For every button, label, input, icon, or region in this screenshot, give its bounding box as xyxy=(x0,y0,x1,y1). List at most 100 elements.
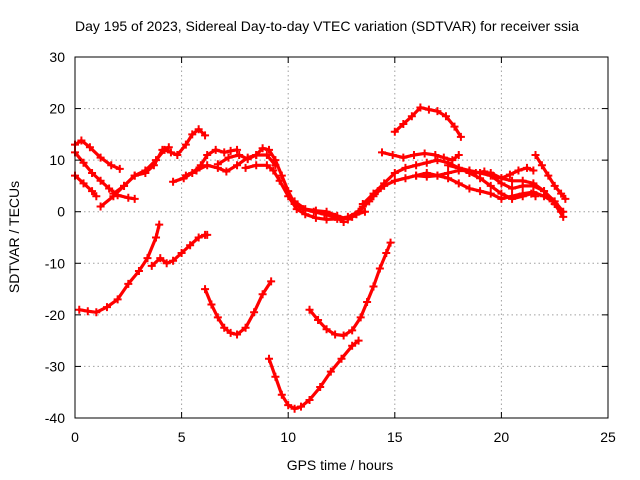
series-line xyxy=(184,153,277,178)
data-point xyxy=(356,313,365,322)
data-point xyxy=(322,215,331,224)
y-tick-label: -10 xyxy=(45,255,65,271)
series-line xyxy=(216,146,346,224)
x-tick-label: 5 xyxy=(178,429,186,445)
data-point xyxy=(124,193,133,202)
data-point xyxy=(399,153,408,162)
data-point xyxy=(188,130,197,139)
data-point xyxy=(271,372,280,381)
data-point xyxy=(508,194,517,203)
data-point xyxy=(561,194,570,203)
data-point xyxy=(529,179,538,188)
data-point xyxy=(531,150,540,159)
plot-frame xyxy=(74,56,609,419)
data-point xyxy=(252,150,261,159)
data-point xyxy=(207,300,216,309)
data-point xyxy=(390,169,399,178)
data-point xyxy=(390,127,399,136)
data-point xyxy=(382,248,391,257)
series-arc-22 xyxy=(471,163,538,183)
data-point xyxy=(77,136,86,145)
data-point xyxy=(422,169,431,178)
data-point xyxy=(390,176,399,185)
data-point xyxy=(360,207,369,216)
data-point xyxy=(290,404,299,413)
data-point xyxy=(203,230,212,239)
data-point xyxy=(514,166,523,175)
data-point xyxy=(226,146,235,155)
data-point xyxy=(401,174,410,183)
data-point xyxy=(557,207,566,216)
data-point xyxy=(233,330,242,339)
data-point xyxy=(203,161,212,170)
x-tick-label: 0 xyxy=(71,429,79,445)
data-point xyxy=(277,171,286,180)
data-point xyxy=(322,207,331,216)
data-point xyxy=(220,323,229,332)
data-point xyxy=(169,177,178,186)
data-point xyxy=(444,174,453,183)
data-point xyxy=(518,176,527,185)
data-point xyxy=(433,156,442,165)
grid-layer xyxy=(75,57,608,418)
y-tick-label: 30 xyxy=(49,49,65,65)
data-point xyxy=(311,213,320,222)
data-point xyxy=(505,170,514,179)
data-point xyxy=(508,176,517,185)
data-point xyxy=(486,181,495,190)
data-point xyxy=(544,171,553,180)
data-point xyxy=(213,313,222,322)
data-point xyxy=(369,189,378,198)
data-point xyxy=(305,395,314,404)
data-point xyxy=(203,150,212,159)
data-point xyxy=(79,158,88,167)
data-point xyxy=(343,215,352,224)
data-point xyxy=(456,132,465,141)
data-point xyxy=(269,166,278,175)
data-point xyxy=(213,160,222,169)
y-tick-label: 20 xyxy=(49,101,65,117)
axis-layer: 0 5 10 15 20 25 -40 -30 -20 -10 0 10 20 30 xyxy=(45,49,616,445)
data-point xyxy=(331,330,340,339)
data-point xyxy=(497,189,506,198)
data-point xyxy=(407,112,416,121)
data-point xyxy=(433,171,442,180)
data-point xyxy=(211,145,220,154)
data-point xyxy=(152,233,161,242)
y-tick-label: -40 xyxy=(45,410,65,426)
data-point xyxy=(314,316,323,325)
data-point xyxy=(433,107,442,116)
data-point xyxy=(348,326,357,335)
data-point xyxy=(96,176,105,185)
data-point xyxy=(88,187,97,196)
data-point xyxy=(375,264,384,273)
data-point xyxy=(262,161,271,170)
data-point xyxy=(548,197,557,206)
y-tick-label: 10 xyxy=(49,152,65,168)
data-point xyxy=(486,189,495,198)
data-point xyxy=(155,220,164,229)
data-point xyxy=(333,211,342,220)
chart-title: Day 195 of 2023, Sidereal Day-to-day VTE… xyxy=(75,18,579,34)
data-point xyxy=(290,197,299,206)
data-point xyxy=(233,145,242,154)
data-point xyxy=(141,169,150,178)
series-arc-5 xyxy=(109,143,173,198)
data-point xyxy=(113,295,122,304)
data-point xyxy=(358,199,367,208)
data-point xyxy=(194,233,203,242)
data-point xyxy=(348,341,357,350)
data-point xyxy=(105,184,114,193)
data-point xyxy=(166,148,175,157)
series-arc-2 xyxy=(71,148,139,203)
data-point xyxy=(169,256,178,265)
data-point xyxy=(522,163,531,172)
data-point xyxy=(277,390,286,399)
data-point xyxy=(557,189,566,198)
data-point xyxy=(96,153,105,162)
data-point xyxy=(120,181,129,190)
data-layer xyxy=(71,103,570,413)
data-point xyxy=(380,179,389,188)
data-point xyxy=(378,148,387,157)
data-point xyxy=(531,192,540,201)
